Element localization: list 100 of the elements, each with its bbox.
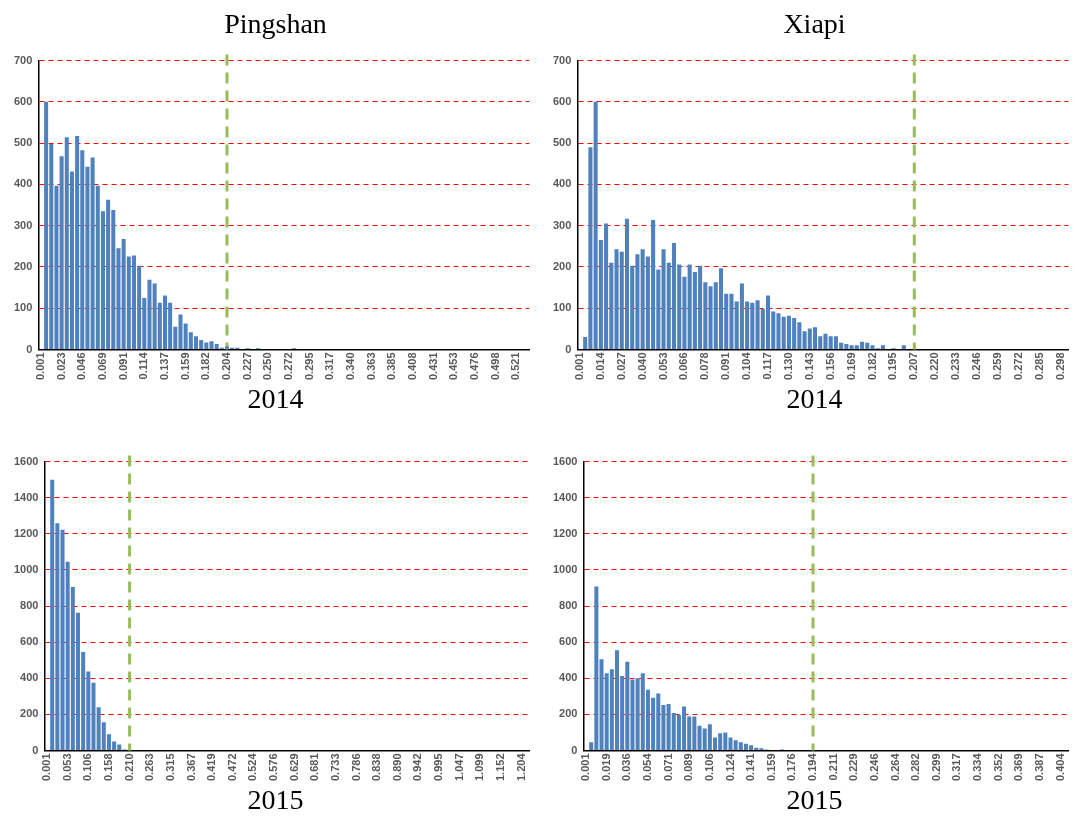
y-tick-label: 500 bbox=[13, 136, 33, 149]
y-tick-label: 400 bbox=[552, 177, 572, 190]
x-tick-label: 0.156 bbox=[823, 352, 836, 380]
x-axis-title: 2014 bbox=[786, 383, 843, 416]
bar bbox=[50, 479, 55, 750]
y-tick-label: 300 bbox=[552, 218, 572, 231]
bar bbox=[624, 218, 630, 349]
x-tick-label: 0.054 bbox=[640, 752, 653, 781]
x-tick-label: 0.576 bbox=[267, 753, 280, 781]
x-tick-label: 0.453 bbox=[447, 352, 460, 380]
y-tick-label: 800 bbox=[20, 599, 39, 612]
x-tick-label: 0.220 bbox=[928, 352, 941, 380]
x-tick-label: 0.195 bbox=[886, 352, 899, 380]
x-tick-label: 0.369 bbox=[1012, 753, 1025, 781]
y-tick-label: 1600 bbox=[13, 454, 39, 467]
y-tick-label: 0 bbox=[32, 743, 39, 756]
x-tick-label: 0.182 bbox=[865, 352, 878, 380]
bar bbox=[765, 295, 771, 349]
x-tick-label: 0.227 bbox=[240, 352, 253, 380]
x-tick-label: 0.408 bbox=[406, 352, 419, 380]
y-tick-label: 0 bbox=[571, 743, 578, 756]
x-tick-label: 0.159 bbox=[764, 753, 777, 781]
x-tick-label: 0.629 bbox=[287, 753, 300, 781]
chart-title: Pingshan bbox=[224, 8, 327, 41]
x-tick-label: 1.152 bbox=[494, 753, 507, 781]
x-tick-label: 0.786 bbox=[349, 753, 362, 781]
y-tick-label: 600 bbox=[13, 94, 33, 107]
x-tick-label: 0.521 bbox=[509, 352, 522, 380]
x-tick-label: 0.246 bbox=[970, 352, 983, 380]
x-tick-label: 0.498 bbox=[488, 352, 501, 380]
x-tick-label: 1.204 bbox=[514, 752, 527, 781]
x-tick-label: 0.263 bbox=[143, 753, 156, 781]
bar bbox=[718, 268, 724, 349]
y-tick-label: 600 bbox=[552, 94, 572, 107]
y-tick-label: 800 bbox=[559, 599, 578, 612]
x-tick-label: 0.046 bbox=[75, 352, 88, 380]
x-tick-label: 0.071 bbox=[661, 753, 674, 781]
y-tick-label: 300 bbox=[13, 218, 33, 231]
x-tick-label: 0.143 bbox=[802, 352, 815, 380]
x-tick-label: 0.334 bbox=[971, 752, 984, 781]
y-tick-label: 100 bbox=[13, 301, 33, 314]
y-tick-label: 100 bbox=[552, 301, 572, 314]
x-tick-label: 1.099 bbox=[473, 753, 486, 781]
y-tick-label: 1600 bbox=[552, 454, 578, 467]
x-tick-label: 0.995 bbox=[432, 753, 445, 781]
y-tick-label: 200 bbox=[552, 259, 572, 272]
x-tick-label: 0.229 bbox=[847, 753, 860, 781]
x-tick-label: 0.001 bbox=[573, 352, 585, 380]
x-tick-label: 0.104 bbox=[740, 351, 753, 380]
x-tick-label: 0.476 bbox=[468, 352, 481, 380]
y-tick-label: 1000 bbox=[13, 562, 39, 575]
x-tick-label: 0.001 bbox=[33, 352, 46, 380]
x-tick-label: 0.317 bbox=[323, 352, 336, 380]
x-tick-label: 0.838 bbox=[370, 753, 383, 781]
y-tick-label: 1000 bbox=[552, 562, 578, 575]
x-tick-label: 0.890 bbox=[390, 753, 403, 781]
x-tick-label: 0.053 bbox=[656, 352, 669, 380]
y-tick-label: 400 bbox=[13, 177, 33, 190]
x-tick-label: 0.114 bbox=[137, 351, 150, 380]
x-tick-label: 0.001 bbox=[40, 753, 53, 781]
y-tick-label: 1200 bbox=[552, 526, 578, 539]
x-tick-label: 0.117 bbox=[761, 352, 774, 380]
x-tick-label: 0.367 bbox=[184, 753, 197, 781]
x-tick-label: 0.027 bbox=[614, 352, 627, 380]
x-tick-label: 0.299 bbox=[929, 753, 942, 781]
x-tick-label: 0.282 bbox=[909, 753, 922, 781]
x-tick-label: 0.942 bbox=[411, 753, 424, 781]
x-tick-label: 0.404 bbox=[1053, 752, 1066, 781]
y-tick-label: 1200 bbox=[13, 526, 39, 539]
x-tick-label: 0.210 bbox=[122, 753, 135, 781]
y-tick-label: 1400 bbox=[552, 490, 578, 503]
x-tick-label: 0.204 bbox=[220, 351, 233, 380]
x-tick-label: 0.246 bbox=[867, 753, 880, 781]
x-tick-label: 0.295 bbox=[302, 352, 315, 380]
y-tick-label: 600 bbox=[559, 635, 578, 648]
x-tick-label: 0.524 bbox=[246, 752, 259, 781]
x-tick-label: 0.250 bbox=[261, 352, 274, 380]
y-tick-label: 200 bbox=[13, 259, 33, 272]
x-tick-label: 0.207 bbox=[907, 352, 920, 380]
x-tick-label: 0.001 bbox=[579, 753, 592, 781]
x-tick-label: 0.106 bbox=[702, 753, 715, 781]
x-tick-label: 0.272 bbox=[282, 352, 295, 380]
x-tick-label: 0.352 bbox=[991, 753, 1004, 781]
x-tick-label: 0.141 bbox=[744, 753, 757, 781]
x-tick-label: 0.298 bbox=[1053, 352, 1066, 380]
x-tick-label: 0.158 bbox=[101, 753, 114, 781]
chart-title: Xiapi bbox=[783, 8, 846, 41]
y-tick-label: 400 bbox=[559, 671, 578, 684]
y-tick-label: 1400 bbox=[13, 490, 39, 503]
x-tick-label: 0.431 bbox=[426, 352, 439, 380]
x-tick-label: 0.264 bbox=[888, 752, 901, 781]
x-tick-label: 0.040 bbox=[635, 352, 648, 380]
bar bbox=[671, 243, 677, 349]
x-tick-label: 0.014 bbox=[593, 351, 606, 380]
x-tick-label: 0.091 bbox=[719, 352, 732, 380]
x-tick-label: 0.419 bbox=[205, 753, 218, 781]
y-tick-label: 500 bbox=[552, 136, 572, 149]
x-tick-label: 0.066 bbox=[677, 352, 690, 380]
x-tick-label: 0.385 bbox=[385, 352, 398, 380]
x-tick-label: 0.124 bbox=[723, 752, 736, 781]
